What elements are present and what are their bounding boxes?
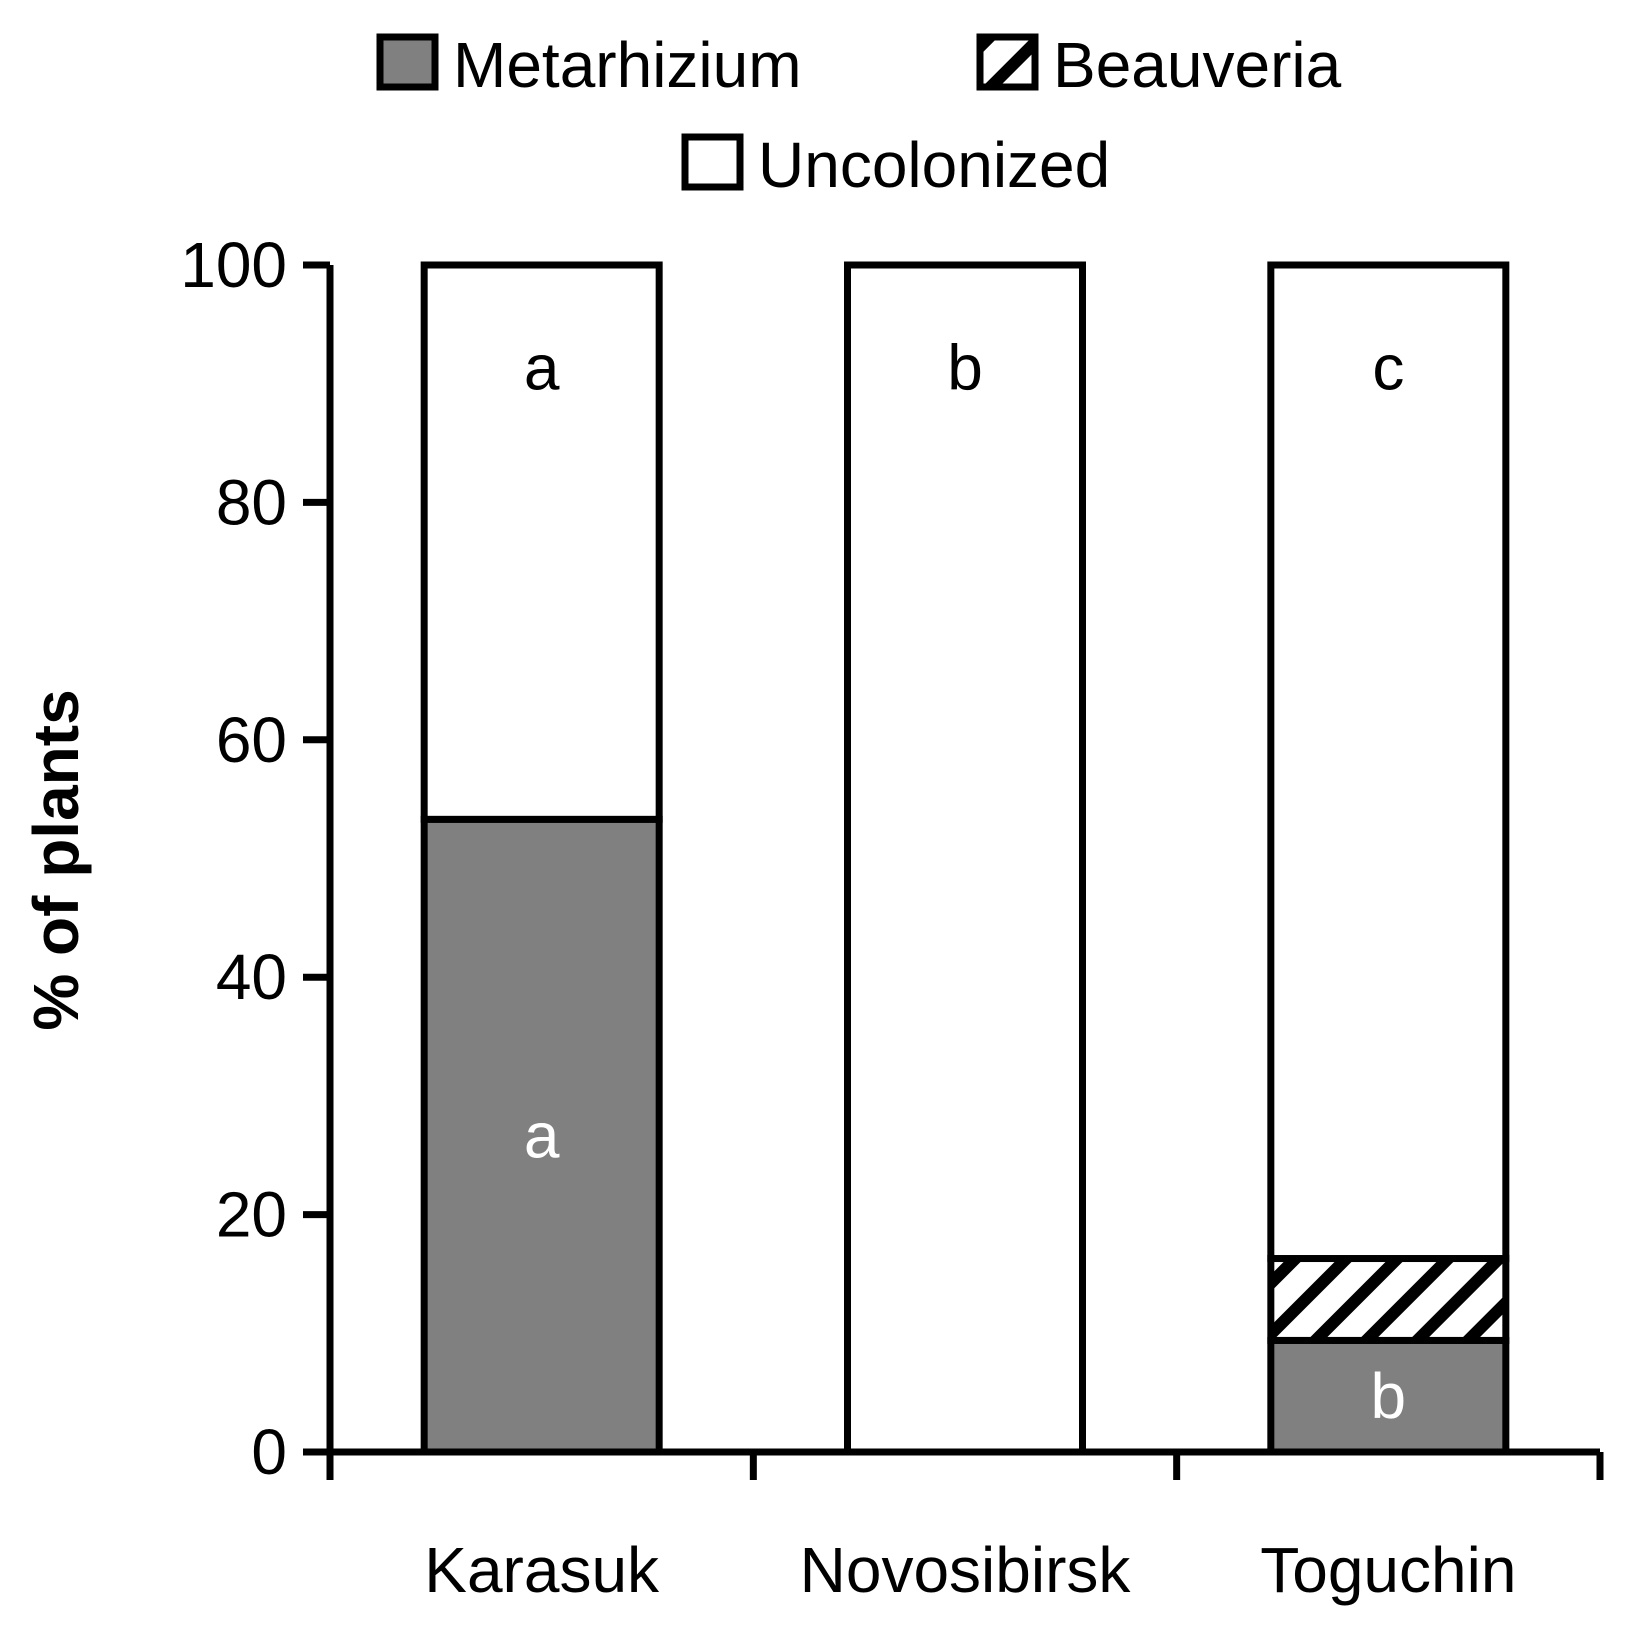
legend-label-beauveria: Beauveria (1053, 29, 1342, 101)
metarhizium-letter-toguchin: b (1371, 1360, 1407, 1432)
y-tick-label-100: 100 (180, 229, 287, 301)
metarhizium-letter-karasuk: a (524, 1100, 560, 1172)
y-tick-label-40: 40 (216, 941, 287, 1013)
annotations: a a b c b (524, 332, 1406, 1433)
bar-uncolonized-novosibirsk (844, 261, 1086, 1456)
legend: Metarhizium Beauveria Uncolonized (376, 29, 1342, 201)
legend-swatch-uncolonized (681, 133, 744, 191)
legend-item-metarhizium: Metarhizium (376, 29, 802, 101)
bars (420, 261, 1510, 1456)
y-axis-title: % of plants (20, 689, 92, 1030)
bar-metarhizium-karasuk (420, 815, 663, 1456)
x-tick-label-novosibirsk: Novosibirsk (800, 1534, 1132, 1606)
x-tick-label-karasuk: Karasuk (424, 1534, 660, 1606)
legend-label-uncolonized: Uncolonized (758, 129, 1110, 201)
bar-beauveria-toguchin (1267, 1255, 1510, 1344)
legend-swatch-metarhizium (376, 33, 439, 91)
axes: Karasuk Novosibirsk Toguchin 0 20 40 60 80 100 (180, 229, 1604, 1606)
bar-uncolonized-karasuk (420, 261, 663, 823)
y-tick-label-80: 80 (216, 466, 287, 538)
legend-item-uncolonized: Uncolonized (681, 129, 1110, 201)
y-tick-label-60: 60 (216, 704, 287, 776)
y-tick-label-0: 0 (251, 1416, 287, 1488)
uncolonized-letter-novosibirsk: b (947, 332, 983, 404)
y-tick-label-20: 20 (216, 1179, 287, 1251)
x-tick-label-toguchin: Toguchin (1260, 1534, 1516, 1606)
legend-label-metarhizium: Metarhizium (453, 29, 802, 101)
legend-item-beauveria: Beauveria (976, 29, 1342, 101)
uncolonized-letter-toguchin: c (1372, 332, 1404, 404)
legend-swatch-beauveria (976, 33, 1039, 91)
bar-uncolonized-toguchin (1267, 261, 1510, 1263)
uncolonized-letter-karasuk: a (524, 332, 560, 404)
